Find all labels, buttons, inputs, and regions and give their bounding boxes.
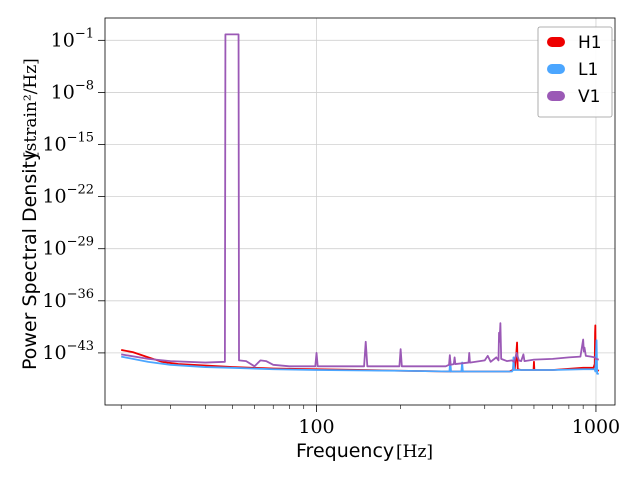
y-tick-mantissa: 10: [42, 134, 66, 156]
x-tick-label: 1000: [572, 416, 620, 438]
legend-label: H1: [578, 33, 602, 53]
y-tick-label: 10−8: [51, 78, 94, 103]
y-axis-unit: [strain²/Hz]: [21, 58, 41, 158]
y-tick-mantissa: 10: [51, 81, 75, 103]
x-axis-label-text: Frequency: [296, 440, 394, 462]
y-tick-exponent: −36: [67, 287, 94, 302]
y-tick-exponent: −15: [67, 131, 94, 146]
legend-label: V1: [578, 87, 600, 107]
series-lines: [121, 33, 600, 375]
y-tick-label: 10−29: [42, 235, 94, 260]
y-tick-exponent: −43: [67, 339, 94, 354]
legend-swatch-l1: [547, 64, 565, 74]
x-axis-unit: [Hz]: [396, 442, 433, 462]
y-tick-exponent: −29: [67, 235, 94, 250]
y-tick-mantissa: 10: [42, 342, 66, 364]
x-tick-label: 100: [298, 416, 334, 438]
series-line-v1: [121, 33, 600, 368]
y-tick-mantissa: 10: [42, 290, 66, 312]
x-axis-ticks: 100 1000: [120, 405, 620, 438]
y-tick-label: 10−43: [42, 339, 94, 364]
x-axis-label: Frequency [Hz]: [296, 440, 433, 462]
legend-swatch-v1: [547, 91, 565, 101]
y-axis-label: Power Spectral Density [strain²/Hz]: [19, 58, 41, 370]
y-tick-label: 10−1: [51, 26, 94, 51]
y-tick-exponent: −1: [75, 26, 94, 41]
y-tick-label: 10−15: [42, 131, 94, 156]
y-axis-label-text: Power Spectral Density: [19, 150, 41, 370]
plot-frame: [104, 17, 616, 406]
y-tick-mantissa: 10: [42, 238, 66, 260]
y-tick-exponent: −22: [67, 183, 94, 198]
legend: H1 L1 V1: [537, 26, 613, 118]
y-tick-label: 10−36: [42, 287, 94, 312]
legend-label: L1: [578, 60, 598, 80]
y-tick-mantissa: 10: [42, 186, 66, 208]
y-tick-label: 10−22: [42, 183, 94, 208]
series-line-l1: [121, 339, 599, 375]
plot-area: [121, 33, 600, 375]
y-tick-exponent: −8: [75, 78, 94, 93]
legend-swatch-h1: [547, 37, 565, 47]
grid-lines: [105, 18, 615, 405]
y-tick-mantissa: 10: [51, 29, 75, 51]
